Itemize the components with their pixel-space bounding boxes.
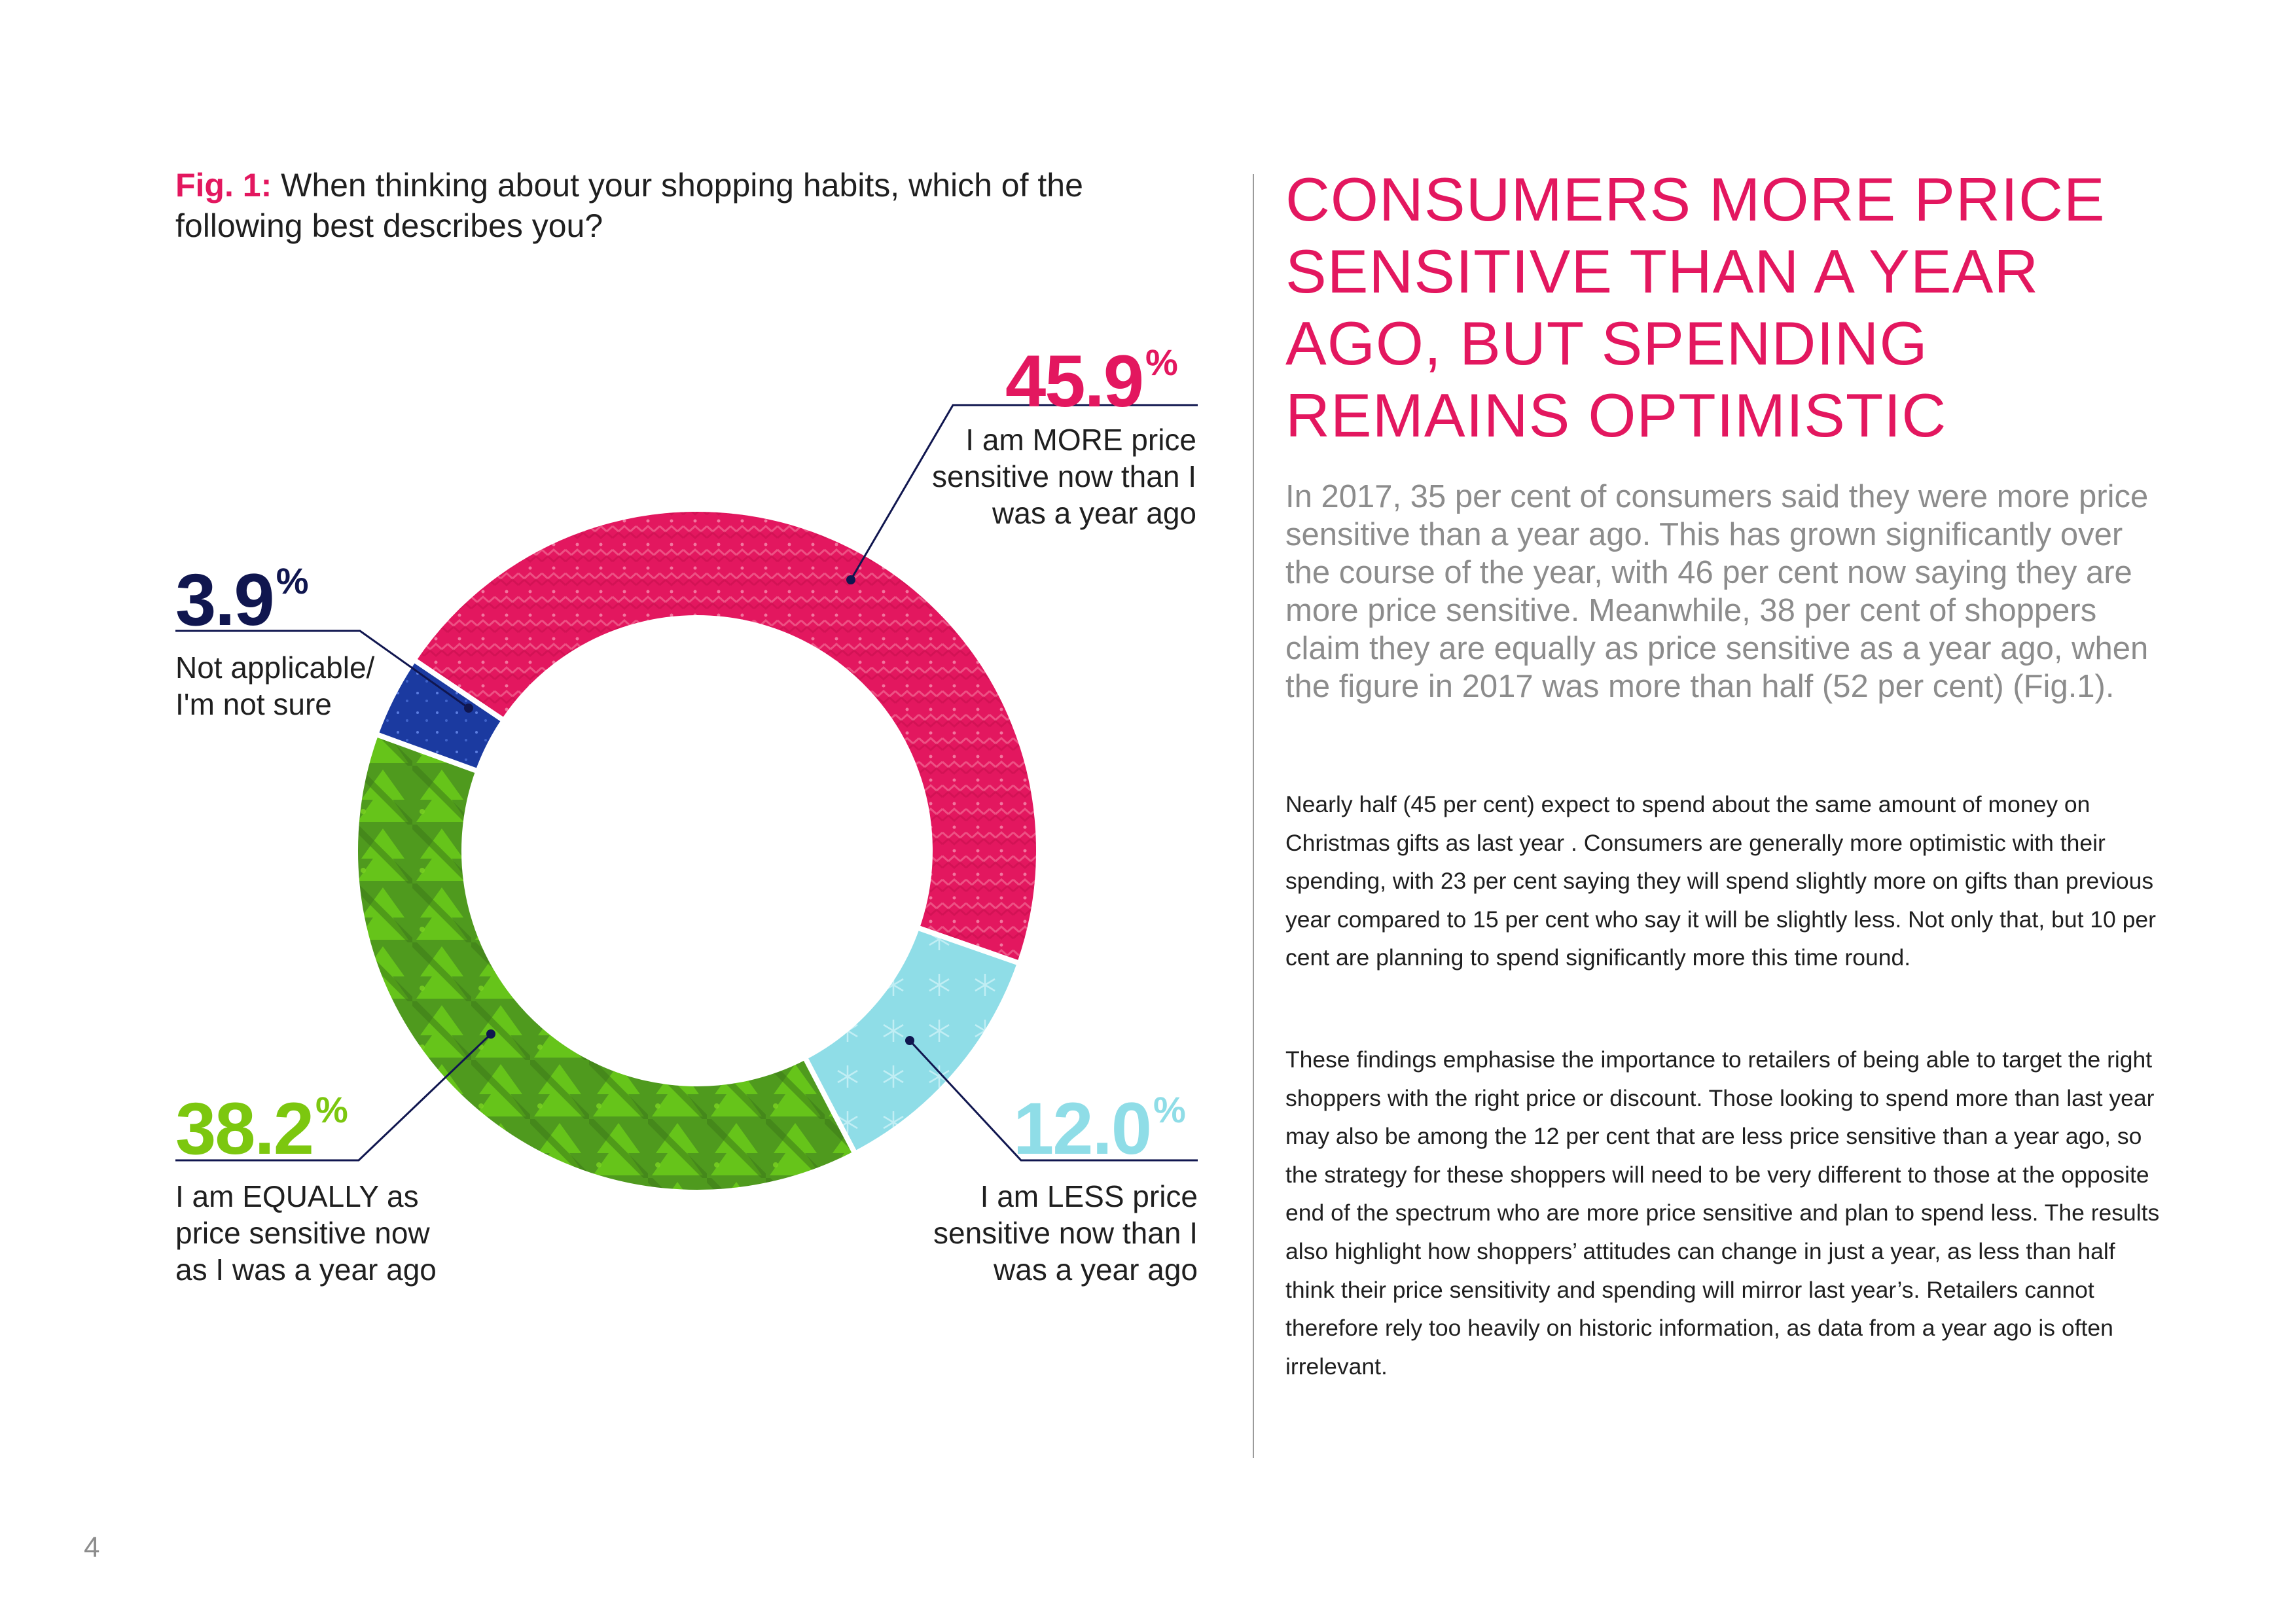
- pct-not-applicable-symbol: %: [276, 560, 309, 601]
- pct-less-value: 12.0: [1013, 1088, 1152, 1169]
- leader-line-equally-dot: [486, 1029, 495, 1039]
- pct-equally-value: 38.2: [175, 1088, 314, 1169]
- intro-paragraph: In 2017, 35 per cent of consumers said t…: [1285, 479, 2149, 704]
- segment-label-equally: I am EQUALLY as price sensitive now as I…: [175, 1179, 437, 1287]
- pct-more-value: 45.9: [1005, 340, 1144, 422]
- pct-not-applicable-label: 3.9%: [175, 544, 308, 637]
- pct-less-symbol: %: [1153, 1089, 1186, 1130]
- figure-question: When thinking about your shopping habits…: [175, 167, 1083, 244]
- pct-more-symbol: %: [1145, 342, 1178, 383]
- leader-line-less-dot: [905, 1036, 914, 1045]
- pct-less-label: 12.0%: [1013, 1073, 1186, 1169]
- segment-label-more: I am MORE price sensitive now than I was…: [931, 423, 1196, 530]
- pct-equally-symbol: %: [315, 1089, 348, 1130]
- figure-label: Fig. 1:: [175, 167, 272, 204]
- figure-caption: Fig. 1: When thinking about your shoppin…: [175, 165, 1170, 246]
- page-number: 4: [84, 1531, 100, 1563]
- headline: CONSUMERS MORE PRICE SENSITIVE THAN A YE…: [1285, 165, 2106, 450]
- leader-line-more-dot: [846, 575, 855, 584]
- donut-segment-more: [410, 507, 1041, 967]
- donut-segment-equally: [353, 730, 859, 1195]
- pct-not-applicable-value: 3.9: [175, 559, 275, 641]
- leader-line-not-applicable-dot: [464, 704, 473, 713]
- pct-more-label: 45.9%: [1005, 326, 1178, 418]
- pct-equally-label: 38.2%: [175, 1073, 348, 1169]
- segment-label-less: I am LESS price sensitive now than I was…: [933, 1179, 1198, 1287]
- body-paragraph-1: Nearly half (45 per cent) expect to spen…: [1285, 791, 2156, 971]
- donut-segment-less: [801, 924, 1023, 1158]
- column-divider: [1253, 174, 1254, 1458]
- body-paragraph-2: These findings emphasise the importance …: [1285, 1046, 2160, 1380]
- segment-label-not-applicable: Not applicable/ I'm not sure: [175, 651, 375, 721]
